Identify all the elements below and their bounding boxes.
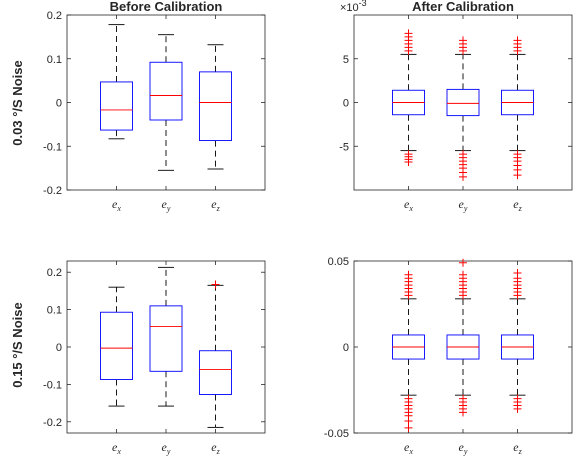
x-category-label: ez (513, 197, 522, 213)
x-category-label: ez (513, 440, 522, 456)
outlier-marker (404, 423, 413, 432)
iqr-box (199, 350, 232, 395)
box-ex (392, 270, 425, 432)
iqr-box (199, 71, 232, 142)
axis-exponent-label: ×10-3 (340, 0, 367, 14)
x-category-base: e (404, 440, 410, 454)
y-tick-label: 0 (343, 98, 349, 110)
outlier-marker (459, 270, 467, 279)
x-category-base: e (459, 440, 465, 454)
y-tick-label: 0 (56, 98, 62, 110)
x-category-subscript: x (116, 204, 121, 213)
y-tick-label: 0.1 (47, 305, 62, 317)
y-tick-label: -0.05 (324, 428, 349, 440)
box-ez (199, 280, 232, 428)
x-category-base: e (211, 440, 217, 454)
x-category-subscript: z (216, 204, 221, 213)
x-category-base: e (404, 197, 410, 211)
x-category-label: ey (162, 197, 171, 213)
x-category-subscript: y (463, 204, 468, 213)
outlier-marker (513, 171, 522, 180)
x-category-label: ez (211, 440, 220, 456)
box-ez (501, 36, 534, 180)
x-category-label: ez (211, 197, 220, 213)
row-label-bottom: 0.15 °/S Noise (10, 302, 25, 387)
exponent-base: ×10 (340, 2, 359, 14)
outlier-marker (513, 269, 522, 278)
x-category-base: e (211, 197, 217, 211)
y-tick-label: -0.2 (43, 417, 62, 429)
x-category-subscript: y (463, 447, 468, 456)
panel-title: After Calibration (412, 0, 514, 14)
y-tick-label: 0.2 (47, 267, 62, 279)
row-label-top: 0.03 °/S Noise (10, 60, 25, 145)
x-category-label: ey (162, 440, 171, 456)
box-ey (446, 36, 480, 181)
outlier-marker (513, 404, 522, 413)
outlier-marker (459, 258, 467, 267)
y-tick-label: 0 (343, 342, 349, 354)
iqr-box (100, 81, 133, 131)
box-ez (501, 269, 534, 413)
x-category-subscript: z (518, 204, 523, 213)
y-tick-label: 0 (56, 342, 62, 354)
outlier-marker (404, 270, 413, 279)
x-category-label: ex (112, 440, 121, 456)
x-category-label: ex (404, 440, 413, 456)
outlier-marker (459, 408, 467, 417)
x-category-base: e (513, 440, 519, 454)
x-category-label: ey (459, 440, 468, 456)
panel-before-calibration-top: Before Calibration-0.2-0.100.10.2ex ey ez (43, 0, 266, 213)
iqr-box (149, 61, 183, 121)
x-category-subscript: y (166, 204, 171, 213)
box-ex (392, 29, 425, 166)
x-category-subscript: x (408, 204, 413, 213)
x-category-subscript: z (518, 447, 523, 456)
y-tick-label: -0.1 (43, 379, 62, 391)
outlier-marker (513, 36, 522, 45)
x-category-label: ex (112, 197, 121, 213)
y-tick-label: -0.1 (43, 141, 62, 153)
panel-before-calibration-bottom: -0.2-0.100.10.2ex ey ez (43, 260, 266, 456)
y-tick-label: 5 (343, 54, 349, 66)
box-ez (199, 44, 232, 170)
x-category-base: e (513, 197, 519, 211)
x-category-subscript: x (408, 447, 413, 456)
panel-title: Before Calibration (110, 0, 223, 14)
x-category-subscript: x (116, 447, 121, 456)
y-tick-label: 0.1 (47, 54, 62, 66)
outlier-marker (459, 172, 467, 181)
y-tick-label: -0.2 (43, 185, 62, 197)
iqr-box (446, 88, 480, 117)
box-ey (446, 258, 480, 417)
y-tick-label: 0.2 (47, 10, 62, 22)
outlier-marker (404, 416, 413, 425)
x-category-subscript: z (216, 447, 221, 456)
x-category-subscript: y (166, 447, 171, 456)
outlier-marker (211, 280, 220, 289)
x-category-base: e (459, 197, 465, 211)
x-category-label: ey (459, 197, 468, 213)
box-ex (100, 24, 133, 140)
iqr-box (100, 311, 133, 380)
outlier-marker (459, 36, 467, 45)
x-category-base: e (112, 440, 118, 454)
exponent-power: -3 (359, 0, 367, 8)
box-ex (100, 286, 133, 407)
y-tick-label: -5 (339, 141, 349, 153)
outlier-marker (404, 158, 413, 166)
box-ey (149, 34, 183, 171)
iqr-box (149, 305, 183, 372)
x-category-base: e (162, 440, 168, 454)
x-category-label: ex (404, 197, 413, 213)
plot-frame (66, 260, 266, 434)
outlier-marker (404, 29, 413, 38)
y-tick-label: 0.05 (328, 256, 349, 268)
x-category-base: e (162, 197, 168, 211)
box-ey (149, 266, 183, 407)
x-category-base: e (112, 197, 118, 211)
